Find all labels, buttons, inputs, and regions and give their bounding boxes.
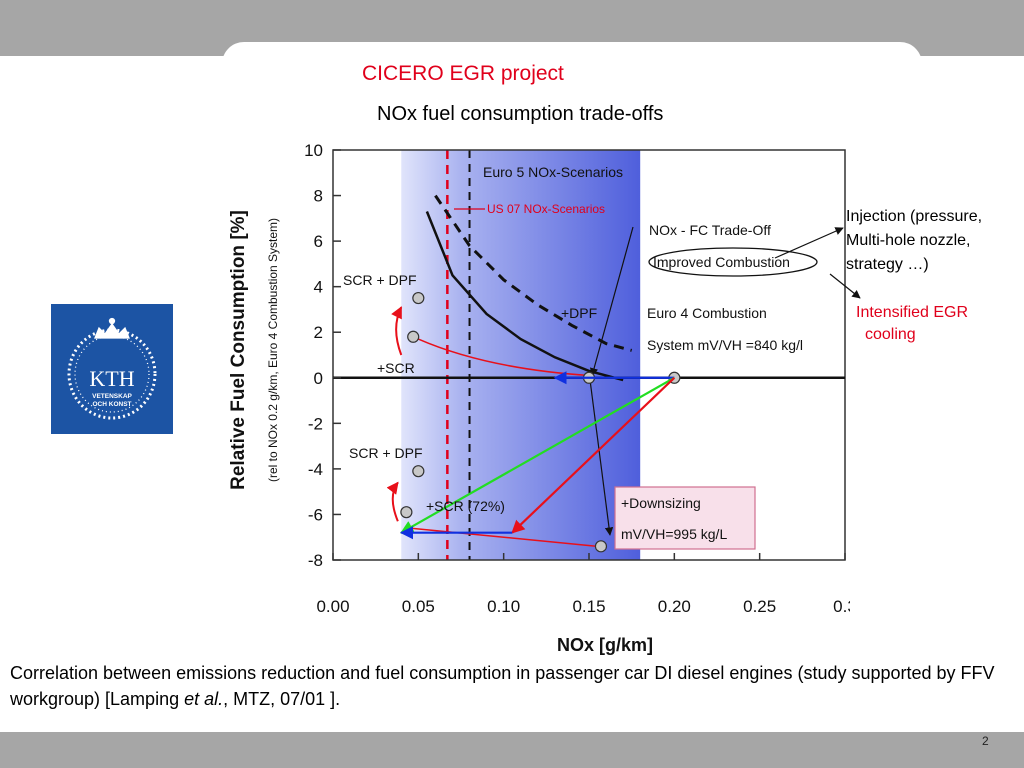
kth-crown-wreath-icon: KTH VETENSKAP OCH KONST — [67, 317, 157, 420]
y-tick-label: -6 — [308, 505, 323, 524]
x-tick-label: 0.3 — [833, 597, 850, 616]
label-scr-dpf-upper: SCR + DPF — [343, 272, 417, 288]
slide-caption: Correlation between emissions reduction … — [10, 660, 1014, 712]
caption-text: Correlation between emissions reduction … — [10, 663, 995, 709]
y-tick-label: 0 — [314, 369, 323, 388]
kth-logo-line1: VETENSKAP — [92, 393, 132, 400]
y-axis-sublabel: (rel to NOx 0.2 g/km, Euro 4 Combustion … — [266, 218, 280, 482]
egr-note: Intensified EGR cooling — [856, 302, 968, 346]
dpf-hook-arrow-upper — [391, 306, 403, 356]
scr-shift-curve-lower — [409, 527, 598, 548]
injection-note-arrow — [774, 227, 844, 259]
injection-note-line1: Injection (pressure, — [846, 208, 983, 225]
series-tradeoff-curve — [425, 211, 624, 382]
shaded-region-label: Euro 5 NOx-Scenarios — [483, 164, 623, 180]
x-tick-label: 0.10 — [487, 597, 520, 616]
bottom-gray-band — [0, 732, 1024, 768]
annotation-tradeoff: NOx - FC Trade-Off — [649, 222, 771, 238]
data-point — [407, 330, 420, 343]
us07-label: US 07 NOx-Scenarios — [487, 202, 605, 216]
annotation-improved-combustion: Improved Combustion — [653, 254, 790, 270]
caption-italic: et al. — [184, 689, 224, 709]
euro5-shaded-region — [401, 150, 641, 560]
y-tick-label: 2 — [314, 323, 323, 342]
x-tick-label: 0.20 — [658, 597, 691, 616]
slide-header-tab — [222, 42, 922, 82]
x-tick-label: 0.00 — [316, 597, 349, 616]
egr-note-arrow — [829, 273, 861, 299]
downsizing-box — [614, 486, 756, 550]
egr-note-line1: Intensified EGR — [856, 304, 969, 321]
x-tick-label: 0.05 — [402, 597, 435, 616]
kth-logo-name: KTH — [89, 366, 134, 391]
kth-logo-line2: OCH KONST — [93, 401, 132, 408]
y-tick-label: -4 — [308, 460, 323, 479]
slide-title: CICERO EGR project — [362, 62, 564, 85]
y-tick-label: 6 — [314, 232, 323, 251]
series-improved-combustion-curve — [434, 194, 633, 352]
y-tick-label: 4 — [314, 278, 323, 297]
annotation-euro4: Euro 4 Combustion — [647, 305, 767, 321]
annotation-mv-vh-995: mV/VH=995 kg/L — [621, 526, 727, 542]
label-scr-72: +SCR (72%) — [426, 498, 505, 514]
egr-note-line2: cooling — [865, 326, 916, 343]
injection-note-line2: Multi-hole nozzle, — [846, 232, 971, 249]
tradeoff-pointer-arrow — [589, 226, 634, 377]
slide-subtitle: NOx fuel consumption trade-offs — [377, 103, 664, 125]
x-tick-label: 0.25 — [743, 597, 776, 616]
green-arrow — [400, 376, 675, 534]
y-tick-label: -8 — [308, 551, 323, 570]
slide-corner — [880, 690, 924, 732]
y-tick-label: -2 — [308, 414, 323, 433]
label-scr-dpf-lower: SCR + DPF — [349, 445, 423, 461]
downsizing-pointer-arrow — [589, 379, 614, 536]
data-point — [412, 465, 425, 478]
page-number: 2 — [982, 734, 989, 748]
data-point — [412, 291, 425, 305]
improved-combustion-ellipse — [648, 247, 818, 277]
label-scr-upper: +SCR — [377, 360, 415, 376]
annotation-mv-vh-840: System mV/VH =840 kg/l — [647, 337, 803, 353]
annotation-dpf: +DPF — [561, 305, 597, 321]
injection-note: Injection (pressure, Multi-hole nozzle, … — [846, 205, 982, 277]
data-point — [400, 506, 413, 519]
kth-logo: KTH VETENSKAP OCH KONST — [51, 304, 173, 434]
data-point — [594, 540, 608, 553]
dpf-hook-arrow-lower — [386, 481, 399, 522]
annotation-downsizing: +Downsizing — [621, 495, 701, 511]
caption-text-end: , MTZ, 07/01 ]. — [223, 689, 341, 709]
x-axis-label: NOx [g/km] — [557, 635, 653, 655]
y-axis-label: Relative Fuel Consumption [%] — [228, 210, 249, 490]
y-tick-label: 10 — [304, 141, 323, 160]
x-tick-label: 0.15 — [572, 597, 605, 616]
x-ticks: 0.00 0.05 0.10 0.15 0.20 0.25 0.3 — [316, 553, 850, 616]
red-arrow — [511, 376, 676, 534]
injection-note-line3: strategy …) — [846, 256, 929, 273]
y-ticks: 10 8 6 4 2 0 -2 -4 -6 -8 — [304, 141, 341, 570]
y-tick-label: 8 — [314, 187, 323, 206]
nox-fc-chart: 10 8 6 4 2 0 -2 -4 -6 -8 0.00 0.05 0.10 0.15 0.20 0.25… — [228, 141, 850, 655]
data-points — [400, 291, 681, 553]
